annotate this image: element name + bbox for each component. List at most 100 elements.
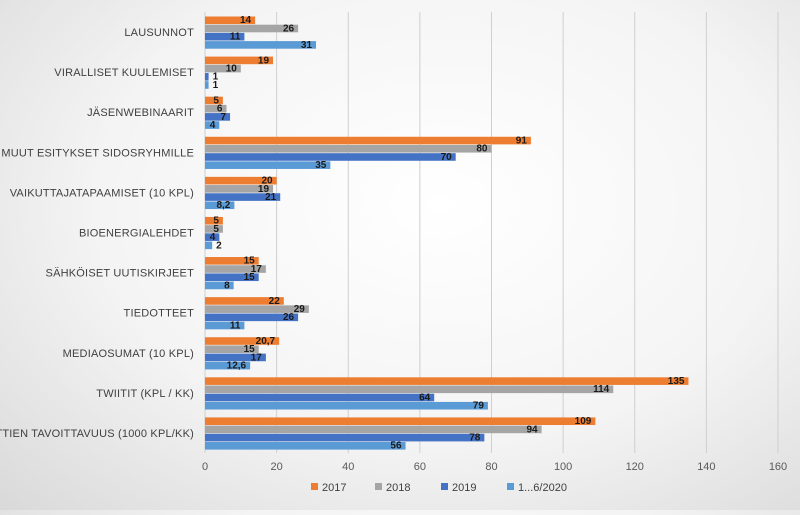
- category-label: TWIITIT (KPL / KK): [96, 388, 194, 400]
- legend-swatch: [441, 483, 448, 490]
- bar-2017: [205, 216, 223, 225]
- bar-1...6/2020: [205, 161, 331, 169]
- data-label: 11: [230, 32, 241, 43]
- data-label: 5: [213, 216, 219, 227]
- bar-2019: [205, 433, 485, 442]
- bar-2019: [205, 273, 259, 282]
- data-label: 10: [226, 63, 238, 74]
- category-label: VAIKUTTAJATAPAAMISET (10 KPL): [10, 187, 194, 199]
- category-label: LAUSUNNOT: [124, 27, 194, 39]
- bar-2018: [205, 225, 223, 233]
- legend-swatch: [507, 483, 514, 490]
- x-tick-label: 80: [485, 461, 497, 473]
- bar-1...6/2020: [205, 201, 235, 210]
- data-label: 5: [213, 224, 219, 235]
- data-label: 80: [476, 144, 488, 155]
- category-label: VIRALLISET KUULEMISET: [54, 67, 194, 79]
- category-label: SÄHKÖISET UUTISKIRJEET: [46, 268, 195, 280]
- data-label: 70: [441, 152, 453, 163]
- bar-2017: [205, 377, 689, 385]
- x-tick-label: 0: [202, 461, 208, 473]
- data-label: 31: [301, 40, 313, 51]
- data-label: 109: [575, 416, 592, 427]
- x-tick-label: 40: [342, 461, 354, 473]
- bar-2017: [205, 56, 274, 65]
- legend-label: 2019: [452, 482, 476, 494]
- legend-label: 2017: [322, 482, 346, 494]
- bar-2018: [205, 144, 492, 153]
- bar-2018: [205, 265, 266, 273]
- bar-1...6/2020: [205, 281, 234, 290]
- bar-2017: [205, 96, 223, 105]
- data-label: 15: [244, 256, 256, 267]
- data-label: 6: [217, 104, 223, 115]
- category-label: BIOENERGIALEHDET: [79, 228, 194, 240]
- data-label: 64: [419, 392, 431, 403]
- bar-2018: [205, 385, 614, 394]
- bar-1...6/2020: [205, 361, 251, 370]
- data-label: 15: [244, 344, 256, 355]
- data-label: 15: [244, 272, 256, 283]
- data-label: 8: [224, 280, 230, 291]
- data-label: 19: [258, 55, 270, 66]
- bar-2019: [205, 153, 456, 161]
- data-label: 114: [593, 384, 610, 395]
- data-label: 56: [390, 441, 402, 452]
- legend-swatch: [311, 483, 318, 490]
- data-label: 21: [265, 192, 277, 203]
- bar-2017: [205, 417, 596, 426]
- data-label: 4: [210, 232, 216, 243]
- data-label: 26: [283, 23, 295, 34]
- legend-label: 2018: [386, 482, 410, 494]
- bar-1...6/2020: [205, 121, 220, 129]
- bar-2018: [205, 104, 227, 113]
- x-tick-label: 100: [554, 461, 572, 473]
- bar-2017: [205, 136, 531, 145]
- bar-1...6/2020: [205, 81, 209, 89]
- data-label: 20,7: [256, 336, 276, 347]
- category-label: JÄSENWEBINAARIT: [87, 107, 194, 119]
- data-label: 1: [213, 72, 219, 83]
- bar-2018: [205, 305, 309, 313]
- bar-2018: [205, 185, 274, 193]
- bar-1...6/2020: [205, 442, 406, 450]
- category-label: TIEDOTTEET: [124, 308, 195, 320]
- bar-2019: [205, 313, 299, 322]
- data-label: 22: [269, 296, 281, 307]
- category-label: MEDIAOSUMAT (10 KPL): [63, 348, 194, 360]
- data-label: 19: [258, 184, 270, 195]
- data-label: 14: [240, 15, 252, 26]
- data-label: 78: [469, 433, 481, 444]
- bar-2019: [205, 193, 281, 201]
- x-tick-label: 160: [769, 461, 787, 473]
- data-label: 35: [315, 160, 327, 171]
- data-label: 91: [516, 135, 528, 146]
- data-label: 79: [473, 401, 485, 412]
- x-tick-label: 140: [697, 461, 715, 473]
- legend-label: 1...6/2020: [518, 482, 567, 494]
- bar-2017: [205, 337, 280, 345]
- data-label: 12,6: [227, 361, 247, 372]
- data-label: 17: [251, 264, 263, 275]
- bar-2019: [205, 233, 220, 241]
- data-label: 8,2: [216, 200, 230, 211]
- bar-1...6/2020: [205, 241, 213, 250]
- category-label: MUUT ESITYKSET SIDOSRYHMILLE: [1, 147, 194, 159]
- data-label: 2: [216, 240, 222, 251]
- data-label: 135: [668, 376, 685, 387]
- bar-1...6/2020: [205, 41, 317, 49]
- data-label: 20: [262, 176, 274, 187]
- bar-2017: [205, 16, 256, 25]
- bar-2019: [205, 113, 231, 121]
- data-label: 26: [283, 312, 295, 323]
- bar-2017: [205, 297, 284, 305]
- bar-2018: [205, 425, 542, 434]
- bar-2019: [205, 393, 435, 402]
- x-tick-label: 20: [271, 461, 283, 473]
- data-label: 4: [210, 120, 216, 131]
- bar-2019: [205, 353, 266, 362]
- legend-swatch: [375, 483, 382, 490]
- bar-2018: [205, 64, 241, 73]
